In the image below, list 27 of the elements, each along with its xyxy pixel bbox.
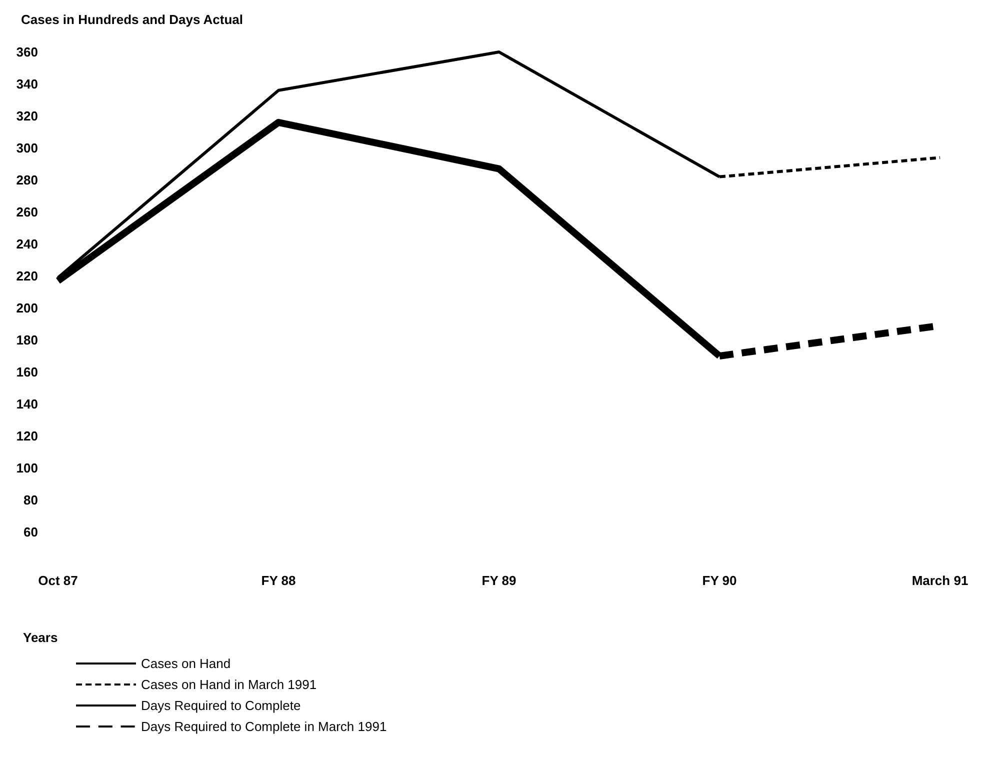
y-tick-label: 120 [16, 428, 38, 444]
y-tick-label: 160 [16, 364, 38, 380]
x-axis-title: Years [23, 630, 58, 645]
y-tick-label: 60 [24, 524, 38, 540]
x-tick-label: FY 90 [702, 573, 737, 588]
y-tick-label: 340 [16, 76, 38, 92]
y-tick-label: 200 [16, 300, 38, 316]
y-axis-title: Cases in Hundreds and Days Actual [21, 12, 244, 27]
y-tick-label: 240 [16, 236, 38, 252]
legend-label: Cases on Hand [141, 656, 231, 671]
y-tick-label: 220 [16, 268, 38, 284]
x-tick-label: Oct 87 [38, 573, 78, 588]
y-tick-label: 300 [16, 140, 38, 156]
y-tick-label: 180 [16, 332, 38, 348]
legend-label: Cases on Hand in March 1991 [141, 677, 317, 692]
y-tick-label: 80 [24, 492, 38, 508]
y-tick-label: 140 [16, 396, 38, 412]
y-tick-label: 280 [16, 172, 38, 188]
legend-label: Days Required to Complete in March 1991 [141, 719, 387, 734]
y-tick-label: 360 [16, 44, 38, 60]
y-tick-label: 260 [16, 204, 38, 220]
legend-label: Days Required to Complete [141, 698, 301, 713]
y-tick-label: 100 [16, 460, 38, 476]
x-tick-label: FY 89 [482, 573, 516, 588]
x-tick-label: FY 88 [261, 573, 296, 588]
y-tick-label: 320 [16, 108, 38, 124]
x-tick-label: March 91 [912, 573, 968, 588]
